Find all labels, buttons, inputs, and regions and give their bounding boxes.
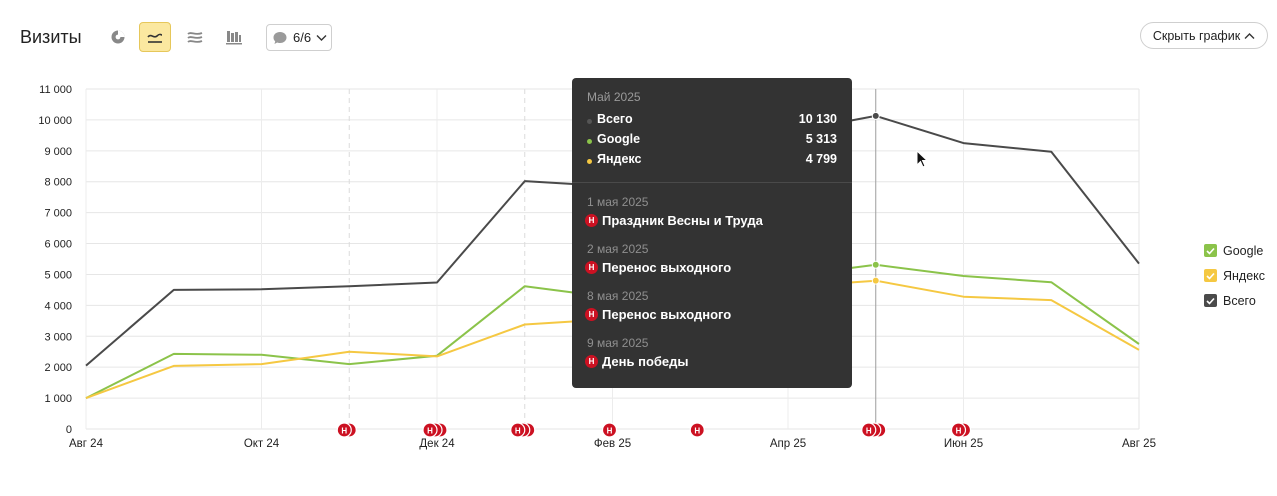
area-chart-icon (187, 32, 203, 43)
page-title: Визиты (20, 27, 82, 47)
holiday-date: 1 мая 2025 (587, 195, 649, 209)
holiday-badge-icon: Н (585, 355, 598, 368)
tooltip-series-name: Яндекс (597, 152, 642, 166)
holiday-marker (689, 422, 705, 438)
holiday-name: Перенос выходного (602, 307, 732, 322)
holiday-marker-label: Н (341, 427, 347, 436)
y-tick-label: 10 000 (38, 115, 72, 127)
holiday-badge-icon: Н (585, 308, 598, 321)
legend-label: Всего (1223, 293, 1256, 308)
tooltip-month: Май 2025 (587, 90, 641, 104)
y-tick-label: 4 000 (44, 300, 72, 312)
holiday-name: Перенос выходного (602, 260, 732, 275)
tooltip-divider (572, 182, 852, 183)
holiday-entry: Н Перенос выходного (585, 260, 731, 275)
holiday-marker-label: Н (866, 427, 872, 436)
data-point (871, 111, 880, 120)
holiday-marker (336, 422, 352, 438)
tooltip-series-value: 4 799 (805, 152, 837, 166)
x-tick-label: Июн 25 (944, 438, 983, 450)
tooltip-series-value: 10 130 (798, 112, 837, 126)
holiday-marker (601, 422, 618, 438)
holiday-marker-label: Н (515, 427, 521, 436)
tooltip-series-name: Всего (597, 112, 633, 126)
holiday-entry: Н Перенос выходного (585, 307, 731, 322)
holiday-marker-label: Н (694, 427, 700, 436)
x-tick-label: Авг 24 (69, 438, 104, 450)
y-tick-label: 3 000 (44, 331, 72, 343)
chart-tooltip: Май 2025 Всего 10 130 Google 5 313 Яндек… (572, 78, 852, 388)
holiday-entry: Н Праздник Весны и Труда (585, 213, 763, 228)
series-dot-icon (587, 139, 592, 144)
line-chart-button[interactable] (139, 22, 171, 52)
y-tick-label: 9 000 (44, 146, 72, 158)
legend-item-yandex[interactable]: Яндекс (1204, 263, 1265, 288)
checkbox-icon[interactable] (1204, 269, 1217, 282)
tooltip-series-name: Google (597, 132, 641, 146)
holiday-marker-label: Н (607, 427, 613, 436)
chevron-up-icon (1244, 32, 1255, 39)
series-dot-icon (587, 159, 592, 164)
holiday-badge-icon: Н (585, 261, 598, 274)
chart-legend: Google Яндекс Всего (1204, 238, 1265, 313)
y-tick-label: 0 (66, 424, 72, 436)
y-tick-label: 11 000 (39, 84, 72, 96)
y-tick-label: 2 000 (44, 362, 72, 374)
hide-chart-button[interactable]: Скрыть график (1140, 22, 1268, 49)
tooltip-row-total: Всего 10 130 (587, 112, 837, 130)
y-tick-label: 1 000 (44, 393, 72, 405)
holiday-name: День победы (602, 354, 689, 369)
tooltip-series-value: 5 313 (805, 132, 837, 146)
mouse-cursor-icon (916, 150, 929, 168)
legend-item-total[interactable]: Всего (1204, 288, 1265, 313)
y-tick-label: 8 000 (44, 177, 72, 189)
holiday-badge-icon: Н (585, 214, 598, 227)
holiday-marker (861, 422, 877, 438)
checkbox-icon[interactable] (1204, 244, 1217, 257)
legend-label: Яндекс (1223, 268, 1266, 283)
legend-label: Google (1223, 243, 1264, 258)
bar-chart-button[interactable] (218, 22, 250, 52)
holiday-date: 9 мая 2025 (587, 336, 649, 350)
pie-chart-icon (111, 30, 125, 44)
holiday-date: 8 мая 2025 (587, 289, 649, 303)
x-tick-label: Дек 24 (419, 438, 455, 450)
holiday-marker-label: Н (427, 427, 433, 436)
comment-icon (273, 31, 287, 44)
holiday-name: Праздник Весны и Труда (602, 213, 763, 228)
x-tick-label: Авг 25 (1122, 438, 1156, 450)
holiday-date: 2 мая 2025 (587, 242, 649, 256)
y-tick-label: 6 000 (44, 239, 72, 251)
pie-chart-button[interactable] (102, 22, 134, 52)
bar-chart-icon (226, 31, 242, 45)
y-tick-label: 5 000 (44, 269, 72, 281)
x-tick-label: Апр 25 (770, 438, 806, 450)
holiday-marker (510, 422, 526, 438)
series-count: 6/6 (293, 30, 312, 45)
line-chart-icon (147, 33, 163, 43)
holiday-entry: Н День победы (585, 354, 689, 369)
holiday-marker (422, 422, 438, 438)
legend-item-google[interactable]: Google (1204, 238, 1265, 263)
area-chart-button[interactable] (179, 22, 211, 52)
chevron-down-icon (316, 34, 327, 41)
series-dot-icon (587, 119, 592, 124)
x-tick-label: Окт 24 (244, 438, 280, 450)
x-tick-label: Фев 25 (594, 438, 631, 450)
holiday-marker-label: Н (956, 427, 962, 436)
hide-chart-label: Скрыть график (1152, 28, 1241, 43)
checkbox-icon[interactable] (1204, 294, 1217, 307)
holiday-marker (950, 422, 967, 438)
data-point (871, 276, 880, 285)
y-tick-label: 7 000 (44, 208, 72, 220)
tooltip-row-yandex: Яндекс 4 799 (587, 152, 837, 170)
tooltip-row-google: Google 5 313 (587, 132, 837, 150)
annotations-dropdown[interactable]: 6/6 (266, 24, 332, 51)
data-point (871, 260, 880, 269)
